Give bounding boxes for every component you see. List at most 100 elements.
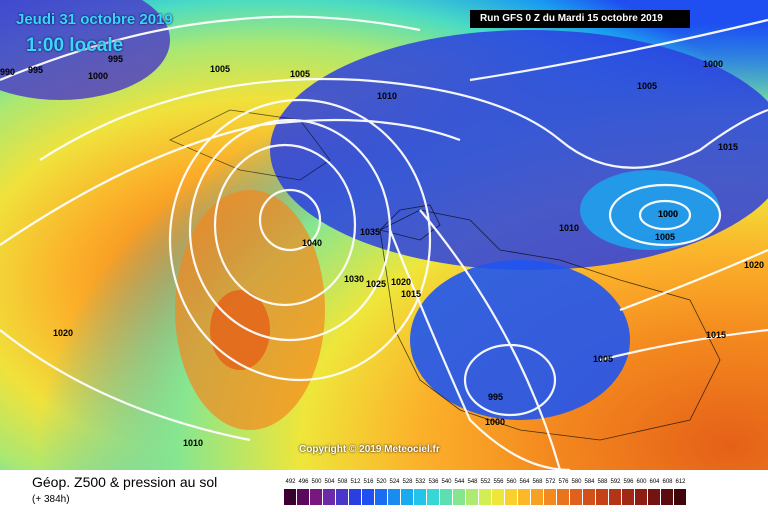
- isobar-label: 995: [28, 65, 43, 75]
- scale-swatch: [284, 489, 297, 505]
- scale-label: 556: [493, 479, 504, 485]
- isobar-label: 1010: [559, 223, 579, 233]
- scale-swatch: [453, 489, 466, 505]
- scale-swatch: [297, 489, 310, 505]
- scale-label: 560: [506, 479, 517, 485]
- scale-label: 568: [532, 479, 543, 485]
- scale-swatch: [570, 489, 583, 505]
- scale-swatch: [648, 489, 661, 505]
- scale-label: 584: [584, 479, 595, 485]
- scale-label: 528: [402, 479, 413, 485]
- forecast-date: Jeudi 31 octobre 2019: [16, 11, 173, 28]
- scale-label: 592: [610, 479, 621, 485]
- scale-label: 508: [337, 479, 348, 485]
- scale-label: 532: [415, 479, 426, 485]
- scale-label: 500: [311, 479, 322, 485]
- scale-label: 492: [285, 479, 296, 485]
- scale-swatch: [661, 489, 674, 505]
- isobar-label: 1005: [210, 64, 230, 74]
- scale-label: 596: [623, 479, 634, 485]
- copyright-text: Copyright © 2019 Meteociel.fr: [299, 444, 440, 455]
- scale-swatch: [414, 489, 427, 505]
- scale-swatch: [440, 489, 453, 505]
- scale-label: 496: [298, 479, 309, 485]
- run-info: Run GFS 0 Z du Mardi 15 octobre 2019: [470, 10, 690, 28]
- forecast-hours: (+ 384h): [32, 494, 70, 505]
- scale-label: 580: [571, 479, 582, 485]
- isobar-label: 1020: [391, 277, 411, 287]
- isobar-label: 1000: [658, 209, 678, 219]
- scale-swatch: [505, 489, 518, 505]
- scale-label: 536: [428, 479, 439, 485]
- scale-swatch: [609, 489, 622, 505]
- scale-swatch: [622, 489, 635, 505]
- isobar-label: 990: [0, 67, 15, 77]
- scale-label: 504: [324, 479, 335, 485]
- scale-swatch: [518, 489, 531, 505]
- scale-swatch: [544, 489, 557, 505]
- scale-label: 564: [519, 479, 530, 485]
- isobar-label: 1005: [290, 69, 310, 79]
- scale-label: 516: [363, 479, 374, 485]
- color-scale-labels: 492 496 500 504 508 512 516 520 524 528 532 536 540 5…: [284, 479, 687, 485]
- scale-label: 572: [545, 479, 556, 485]
- isobar-label: 1005: [637, 81, 657, 91]
- isobar-label: 1015: [718, 142, 738, 152]
- scale-swatch: [336, 489, 349, 505]
- scale-swatch: [349, 489, 362, 505]
- isobar-label: 1035: [360, 227, 380, 237]
- scale-swatch: [596, 489, 609, 505]
- scale-swatch: [323, 489, 336, 505]
- isobar-label: 1020: [53, 328, 73, 338]
- isobar-label: 1030: [344, 274, 364, 284]
- map-title: Géop. Z500 & pression au sol: [32, 474, 218, 490]
- scale-label: 520: [376, 479, 387, 485]
- color-scale: [284, 489, 687, 505]
- scale-label: 552: [480, 479, 491, 485]
- isobar-labels: 995 990 1000 995 1005 1005 1010 1000 100…: [0, 54, 764, 448]
- isobar-label: 1020: [744, 260, 764, 270]
- scale-swatch: [427, 489, 440, 505]
- isobar-label: 1000: [485, 417, 505, 427]
- isobar-label: 1000: [88, 71, 108, 81]
- isobar-label: 1015: [401, 289, 421, 299]
- scale-swatch: [362, 489, 375, 505]
- scale-swatch: [401, 489, 414, 505]
- scale-label: 576: [558, 479, 569, 485]
- scale-label: 588: [597, 479, 608, 485]
- scale-swatch: [635, 489, 648, 505]
- scale-swatch: [531, 489, 544, 505]
- scale-label: 608: [662, 479, 673, 485]
- scale-label: 512: [350, 479, 361, 485]
- isobar-label: 995: [108, 54, 123, 64]
- isobar-label: 1000: [703, 59, 723, 69]
- scale-label: 540: [441, 479, 452, 485]
- scale-label: 600: [636, 479, 647, 485]
- scale-swatch: [466, 489, 479, 505]
- pressure-map: 995 990 1000 995 1005 1005 1010 1000 100…: [0, 0, 768, 470]
- scale-swatch: [310, 489, 323, 505]
- isobar-label: 1005: [655, 232, 675, 242]
- scale-swatch: [557, 489, 570, 505]
- isobar-label: 995: [488, 392, 503, 402]
- isobar-label: 1010: [377, 91, 397, 101]
- forecast-time: 1:00 locale: [26, 35, 124, 56]
- isobar-label: 1025: [366, 279, 386, 289]
- scale-swatch: [583, 489, 596, 505]
- scale-swatch: [492, 489, 505, 505]
- scale-label: 524: [389, 479, 400, 485]
- isobar-label: 1010: [183, 438, 203, 448]
- scale-label: 544: [454, 479, 465, 485]
- scale-swatch: [375, 489, 388, 505]
- scale-swatch: [479, 489, 492, 505]
- isobar-label: 1040: [302, 238, 322, 248]
- scale-label: 612: [675, 479, 686, 485]
- scale-label: 548: [467, 479, 478, 485]
- isobar-label: 1005: [593, 354, 613, 364]
- scale-swatch: [388, 489, 401, 505]
- scale-label: 604: [649, 479, 660, 485]
- isobar-label: 1015: [706, 330, 726, 340]
- isobar-label: 1000: [658, 209, 678, 219]
- scale-swatch: [674, 489, 687, 505]
